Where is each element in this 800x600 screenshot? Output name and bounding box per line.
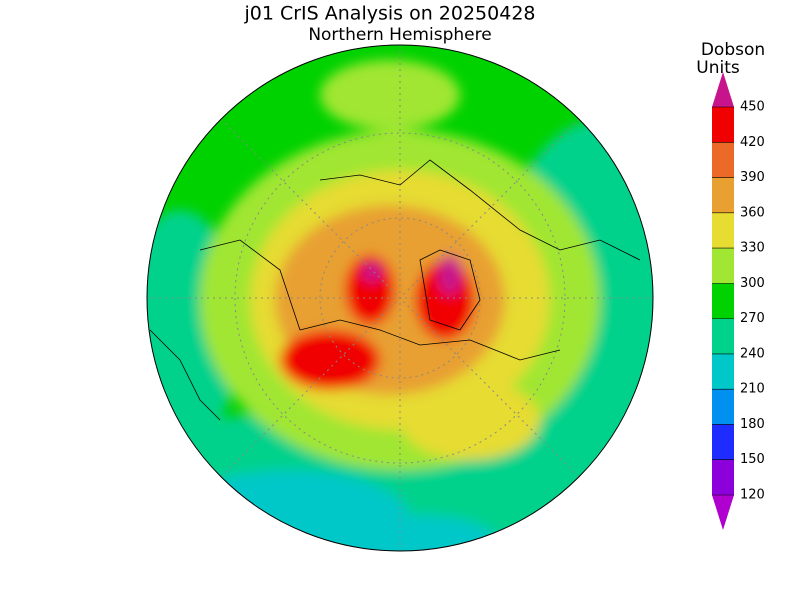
colorbar-band [712,353,734,390]
colorbar-title: Dobson [701,40,765,60]
colorbar-band [712,177,734,213]
ozone-map [147,45,653,551]
colorbar-band [712,248,734,284]
colorbar-tick-label: 420 [740,135,765,150]
colorbar-tick-label: 330 [740,241,765,256]
colorbar-tick-label: 210 [740,382,765,397]
colorbar-tick-label: 360 [740,205,765,220]
map-border [146,44,654,552]
colorbar-tick-label: 150 [740,452,765,467]
colorbar-band [712,142,734,178]
colorbar-tick-label: 390 [740,170,765,185]
colorbar-band [712,424,734,460]
colorbar-title: Units [696,58,740,78]
colorbar-extension [712,72,734,107]
colorbar-tick-label: 180 [740,417,765,432]
colorbar-tick-label: 300 [740,276,765,291]
subtitle: Northern Hemisphere [308,25,491,45]
colorbar-tick-label: 270 [740,311,765,326]
colorbar-band [712,389,734,425]
colorbar-tick-label: 240 [740,346,765,361]
colorbar-tick-label: 120 [740,488,765,503]
colorbar-band [712,283,734,319]
colorbar-band [712,459,734,495]
colorbar-extension [712,495,734,530]
colorbar-band [712,212,734,249]
colorbar: 120 150 180 210 240 270 300 330 360 390 420 450 [712,72,765,530]
colorbar-band [712,318,734,354]
title: j01 CrIS Analysis on 20250428 [243,3,535,25]
colorbar-band [712,107,734,143]
colorbar-tick-label: 450 [740,100,765,115]
